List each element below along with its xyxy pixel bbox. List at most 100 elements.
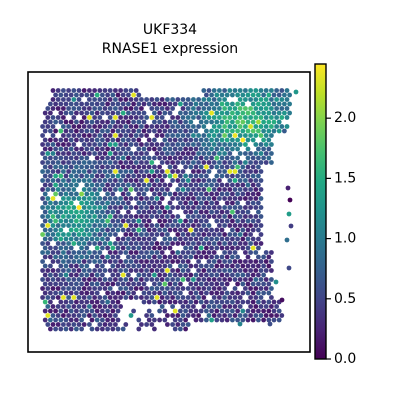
spot (248, 187, 254, 192)
spot (232, 214, 238, 219)
spot (97, 214, 103, 219)
spot (261, 101, 266, 107)
spot (125, 101, 131, 107)
spot (204, 173, 209, 179)
spot (159, 205, 165, 210)
spot (97, 196, 103, 201)
spot (250, 245, 256, 251)
spot (193, 308, 199, 314)
spot (237, 142, 243, 147)
spot (165, 133, 170, 138)
spot (113, 133, 118, 138)
spot (50, 313, 56, 318)
spot (107, 133, 113, 138)
spot (253, 160, 259, 165)
spot (149, 277, 155, 282)
spot (89, 290, 95, 296)
spot (237, 277, 243, 282)
spot (188, 236, 194, 242)
spot (48, 227, 53, 233)
spot (157, 218, 163, 224)
spot (204, 164, 209, 170)
spot (76, 160, 82, 165)
spot (136, 209, 142, 215)
spot (40, 286, 45, 291)
spot (92, 115, 97, 120)
spot (284, 106, 290, 111)
spot (217, 133, 222, 138)
spot (170, 322, 176, 327)
spot (42, 182, 48, 188)
spot (154, 97, 160, 102)
spot (196, 232, 202, 237)
spot (123, 259, 129, 264)
spot (48, 119, 53, 125)
spot (224, 110, 230, 116)
spot (87, 223, 92, 228)
spot (152, 101, 157, 107)
spot (102, 313, 108, 318)
spot (152, 299, 157, 305)
spot (141, 200, 147, 206)
spot (40, 178, 45, 183)
spot (113, 277, 118, 282)
spot (183, 245, 189, 251)
spot (206, 268, 212, 273)
spot (55, 250, 61, 255)
spot (198, 290, 204, 296)
spot (256, 272, 261, 278)
spot (74, 164, 79, 170)
spot (110, 128, 116, 134)
spot (97, 322, 103, 327)
spot (193, 191, 199, 197)
spot (269, 304, 274, 309)
spot (63, 308, 69, 314)
spot (219, 137, 225, 143)
spot (175, 142, 181, 147)
spot (232, 142, 238, 147)
spot (94, 137, 100, 143)
spot (157, 110, 163, 116)
spot (269, 142, 274, 147)
spot (188, 137, 194, 143)
spot (128, 196, 134, 201)
spot (141, 119, 147, 125)
spot (107, 88, 113, 93)
spot (149, 124, 155, 129)
spot (133, 97, 139, 102)
spot (243, 259, 248, 264)
spot (274, 304, 279, 309)
spot (240, 245, 246, 251)
spot (149, 178, 155, 183)
spot (102, 124, 108, 129)
spot (115, 254, 121, 260)
spot (74, 92, 79, 98)
spot (133, 295, 139, 300)
spot (118, 268, 123, 273)
spot (256, 146, 261, 152)
spot (50, 169, 56, 174)
spot (136, 263, 142, 269)
spot (224, 263, 230, 269)
spot (188, 146, 194, 152)
spot (157, 128, 163, 134)
spot (180, 169, 186, 174)
spot (68, 101, 74, 107)
spot (250, 119, 256, 125)
spot (206, 178, 212, 183)
spot (263, 142, 269, 147)
spot (198, 146, 204, 152)
spot (175, 115, 181, 120)
spot (256, 218, 261, 224)
spot (66, 232, 71, 237)
spot (279, 297, 285, 303)
spot (100, 146, 105, 152)
spot (53, 146, 58, 152)
spot (206, 196, 212, 201)
spot (175, 178, 181, 183)
colorbar-tick-label: 2.0 (334, 110, 356, 126)
spot (87, 241, 92, 246)
spot (248, 106, 254, 111)
spot (284, 115, 290, 120)
spot (152, 119, 157, 125)
